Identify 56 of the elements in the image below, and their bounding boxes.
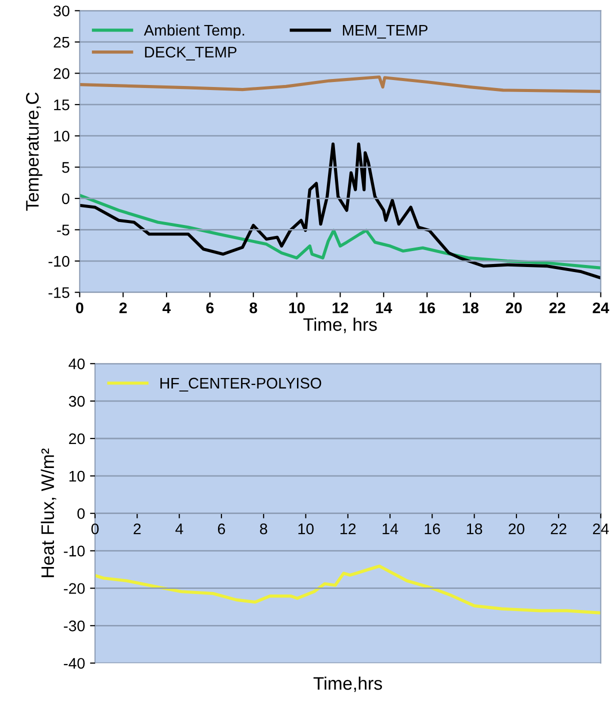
- legend-label: Ambient Temp.: [144, 24, 244, 39]
- y-tick-label: 10: [69, 470, 85, 482]
- y-tick-label: 25: [54, 36, 70, 48]
- y-tick-label: 30: [68, 396, 85, 407]
- line-series: [80, 142, 601, 280]
- y-tick-label: 10: [54, 130, 70, 142]
- x-tick-label: 16: [420, 302, 435, 314]
- x-tick-label: 24: [593, 523, 609, 534]
- x-tick-label: 20: [506, 302, 522, 314]
- y-tick-label: -15: [48, 287, 70, 298]
- y-tick-label: 40: [68, 358, 85, 370]
- x-tick-label: 18: [466, 523, 482, 534]
- y-tick-label: 0: [77, 508, 85, 520]
- x-axis-title: Time,hrs: [314, 676, 382, 692]
- y-tick-label: 20: [54, 68, 70, 79]
- y-axis-title: Heat Flux, W/m²: [40, 448, 56, 578]
- legend-label: DECK_TEMP: [145, 46, 236, 60]
- x-tick-label: 2: [134, 523, 141, 534]
- x-tick-label: 18: [462, 302, 479, 314]
- x-tick-label: 10: [298, 523, 314, 534]
- legend-label: HF_CENTER-POLYISO: [160, 378, 322, 392]
- x-tick-label: 6: [218, 523, 226, 534]
- x-tick-label: 0: [91, 523, 99, 534]
- y-axis-title: Temperature,C: [26, 92, 42, 211]
- line-series: [95, 564, 601, 614]
- x-tick-label: 16: [424, 523, 440, 534]
- x-tick-label: 2: [119, 302, 127, 314]
- y-tick-label: 0: [62, 193, 70, 204]
- x-axis-title: Time, hrs: [303, 318, 377, 334]
- y-tick-label: -10: [48, 256, 70, 267]
- y-tick-label: -30: [64, 620, 85, 632]
- x-tick-label: 20: [508, 523, 524, 534]
- y-tick-label: 15: [54, 100, 70, 110]
- x-tick-label: 14: [382, 524, 398, 534]
- x-tick-label: 10: [289, 302, 305, 314]
- legend-label: MEM_TEMP: [342, 25, 428, 39]
- y-tick-label: -10: [64, 546, 85, 556]
- x-tick-label: 6: [206, 302, 214, 314]
- y-tick-label: -20: [64, 583, 85, 594]
- x-tick-label: 22: [550, 523, 566, 534]
- y-tick-label: -40: [64, 658, 85, 669]
- x-tick-label: 14: [376, 302, 392, 314]
- x-tick-label: 12: [340, 523, 356, 534]
- y-tick-label: 30: [54, 6, 70, 16]
- x-tick-label: 12: [332, 302, 348, 314]
- x-tick-label: 22: [549, 302, 566, 314]
- line-series: [80, 76, 601, 93]
- y-tick-label: 20: [69, 433, 85, 444]
- y-tick-label: -5: [57, 224, 70, 236]
- x-tick-label: 24: [592, 302, 610, 314]
- line-series: [80, 194, 601, 270]
- x-tick-label: 4: [162, 302, 171, 314]
- y-tick-label: 5: [62, 162, 70, 173]
- x-tick-label: 4: [175, 524, 184, 534]
- x-tick-label: 8: [250, 302, 258, 314]
- x-tick-label: 8: [260, 523, 268, 534]
